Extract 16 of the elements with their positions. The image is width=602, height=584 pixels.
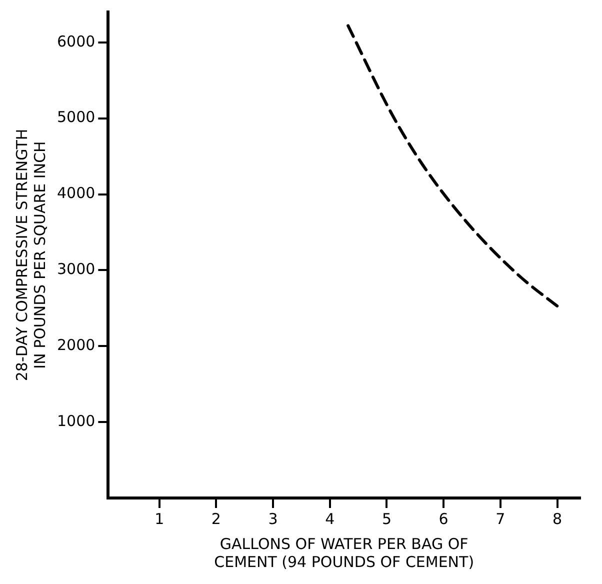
x-tick-label: 8 — [552, 510, 562, 528]
x-tick-label: 2 — [211, 510, 221, 528]
x-tick-label: 1 — [154, 510, 164, 528]
y-tick-label: 2000 — [56, 336, 96, 354]
y-tick-label: 6000 — [56, 32, 96, 50]
y-tick-label: 5000 — [56, 108, 96, 126]
x-tick-label: 5 — [382, 510, 392, 528]
x-axis-title: GALLONS OF WATER PER BAG OF CEMENT (94 POUNDS OF CEMENT) — [214, 534, 474, 571]
y-axis-title: 28-DAY COMPRESSIVE STRENGTH IN POUNDS PER SQUARE INCH — [12, 128, 49, 382]
x-tick-label: 3 — [268, 510, 278, 528]
y-tick-label: 4000 — [56, 184, 96, 202]
y-tick-label: 3000 — [56, 260, 96, 278]
x-tick-label: 6 — [438, 510, 448, 528]
x-tick-label: 7 — [496, 510, 506, 528]
x-tick-label: 4 — [325, 510, 335, 528]
y-tick-label: 1000 — [56, 412, 96, 430]
